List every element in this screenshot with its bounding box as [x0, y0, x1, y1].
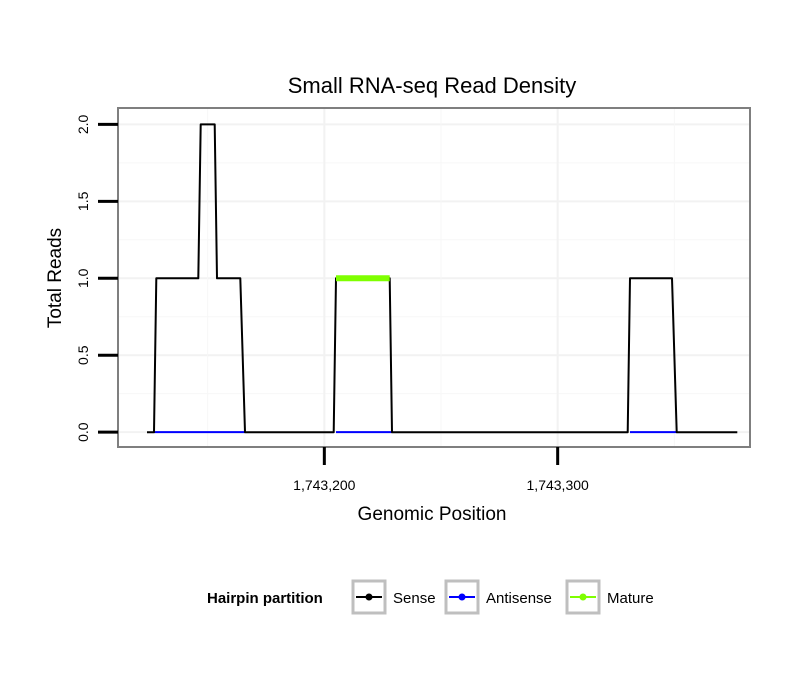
x-axis: 1,743,200 1,743,300	[293, 447, 589, 493]
legend-item-antisense: Antisense	[444, 579, 552, 615]
x-axis-label: Genomic Position	[358, 504, 507, 525]
legend-label: Antisense	[486, 590, 552, 607]
chart-title: Small RNA-seq Read Density	[288, 73, 577, 98]
x-tick-label: 1,743,300	[527, 477, 589, 493]
series-layer	[147, 123, 738, 434]
legend-title: Hairpin partition	[207, 590, 323, 607]
legend-label: Sense	[393, 590, 436, 607]
legend-key-point	[365, 593, 373, 601]
y-tick-label: 1.0	[75, 268, 91, 288]
series-sense-line	[147, 123, 738, 434]
legend-key-point	[458, 593, 466, 601]
y-axis-label: Total Reads	[45, 228, 66, 328]
y-tick-label: 2.0	[75, 114, 91, 134]
x-tick-label: 1,743,200	[293, 477, 355, 493]
y-tick-label: 0.0	[75, 422, 91, 442]
legend-item-sense: Sense	[351, 579, 436, 615]
y-axis: 0.0 0.5 1.0 1.5 2.0	[75, 114, 118, 442]
legend: Hairpin partition Sense Antisense Mature	[207, 579, 654, 615]
legend-key-point	[579, 593, 587, 601]
y-tick-label: 0.5	[75, 345, 91, 365]
legend-item-mature: Mature	[565, 579, 654, 615]
y-tick-label: 1.5	[75, 191, 91, 211]
grid-lines	[119, 109, 749, 446]
legend-label: Mature	[607, 590, 654, 607]
